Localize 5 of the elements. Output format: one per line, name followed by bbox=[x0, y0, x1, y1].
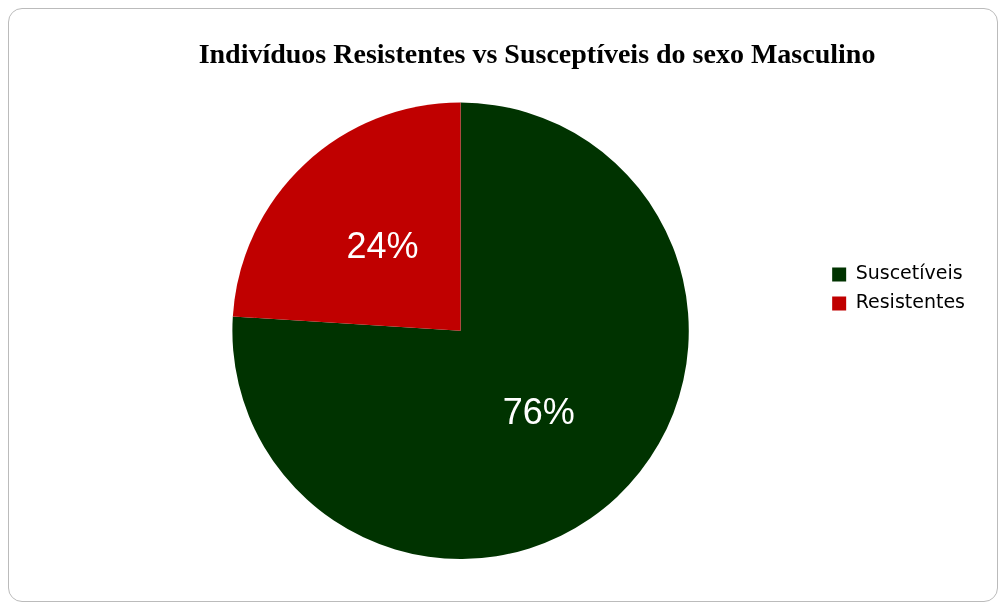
legend-label: Suscetíveis bbox=[855, 261, 963, 284]
legend-label: Resistentes bbox=[855, 290, 966, 313]
data-label: 76% bbox=[502, 390, 575, 432]
data-label: 24% bbox=[346, 224, 419, 266]
chart-title: Indivíduos Resistentes vs Susceptíveis do sexo Masculino bbox=[198, 38, 876, 70]
